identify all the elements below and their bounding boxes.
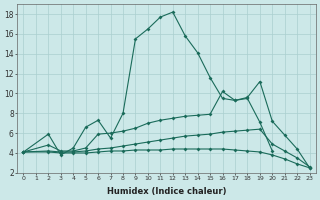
X-axis label: Humidex (Indice chaleur): Humidex (Indice chaleur) <box>107 187 226 196</box>
